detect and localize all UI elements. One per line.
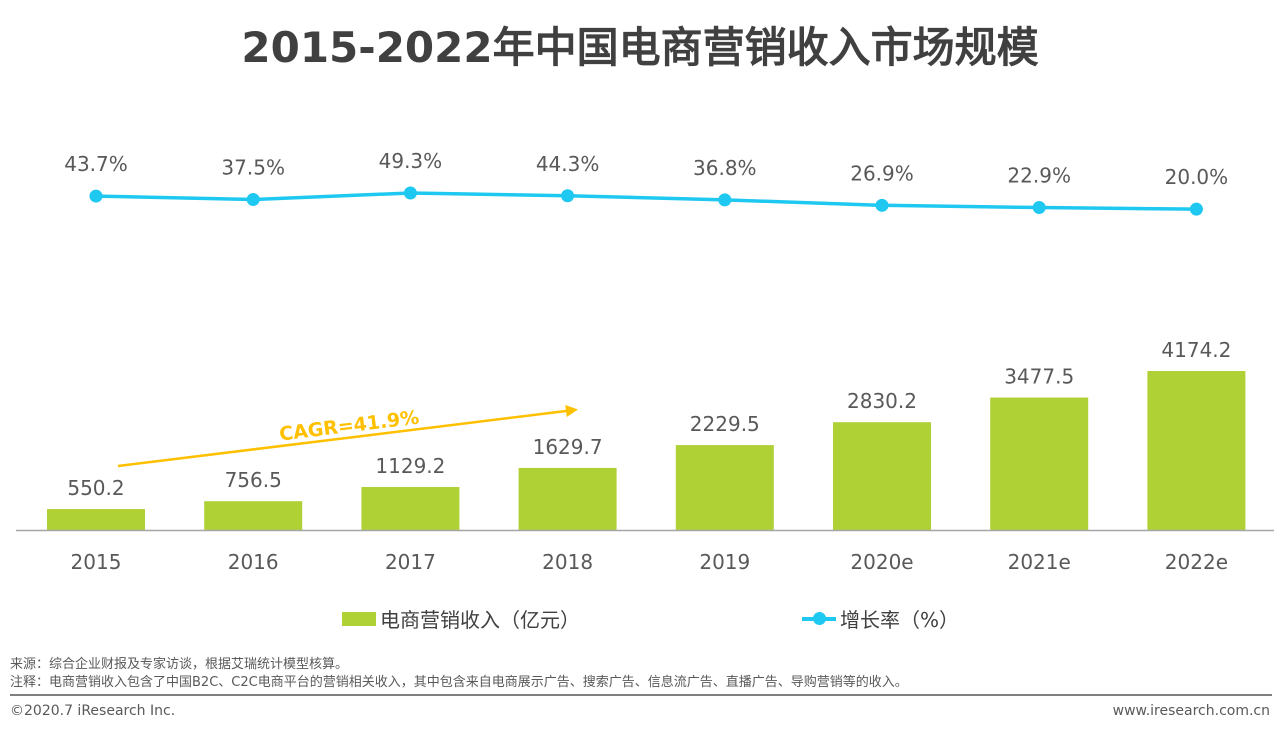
bar bbox=[833, 422, 931, 530]
source-note: 来源：综合企业财报及专家访谈，根据艾瑞统计模型核算。 bbox=[10, 657, 349, 672]
bar bbox=[204, 501, 303, 530]
bar bbox=[675, 445, 774, 530]
bar bbox=[990, 397, 1089, 530]
growth-rate-point bbox=[1189, 202, 1203, 216]
x-tick-label: 2021e bbox=[1008, 550, 1071, 574]
growth-rate-label: 26.9% bbox=[850, 161, 914, 185]
growth-rate-point bbox=[246, 192, 260, 206]
growth-rate-label: 49.3% bbox=[379, 149, 443, 173]
cagr-annotation: CAGR=41.9% bbox=[117, 405, 578, 468]
growth-rate-labels: 43.7% 37.5% 49.3% 44.3% 36.8% 26.9% 22.9% 20.0% bbox=[64, 149, 1228, 189]
growth-rate-point bbox=[561, 189, 575, 203]
legend-growth-label: 增长率（%） bbox=[840, 608, 960, 632]
x-tick-label: 2016 bbox=[228, 550, 279, 574]
legend-bar-swatch bbox=[342, 611, 376, 626]
bar-series bbox=[47, 371, 1246, 530]
growth-rate-series bbox=[89, 186, 1203, 216]
growth-rate-label: 22.9% bbox=[1007, 164, 1071, 188]
x-tick-label: 2018 bbox=[542, 550, 593, 574]
remark-note: 注释：电商营销收入包含了中国B2C、C2C电商平台的营销相关收入，其中包含来自电… bbox=[10, 675, 908, 690]
bar-value-label: 2229.5 bbox=[690, 412, 760, 436]
growth-rate-label: 44.3% bbox=[536, 152, 600, 176]
bar-value-label: 4174.2 bbox=[1161, 338, 1231, 362]
growth-rate-point bbox=[403, 186, 417, 200]
website: www.iresearch.com.cn bbox=[1112, 703, 1270, 719]
x-tick-label: 2020e bbox=[850, 550, 913, 574]
bar bbox=[518, 467, 617, 530]
chart-title: 2015-2022年中国电商营销收入市场规模 bbox=[241, 23, 1039, 72]
bar-value-label: 756.5 bbox=[225, 468, 282, 492]
legend-item-growth: 增长率（%） bbox=[802, 604, 959, 633]
growth-rate-point bbox=[718, 193, 732, 207]
chart: 550.2 756.5 1129.2 1629.7 2229.5 2830.2 3477.5… bbox=[16, 149, 1274, 574]
growth-rate-point bbox=[875, 198, 889, 212]
bar-value-label: 1129.2 bbox=[375, 454, 445, 478]
growth-rate-point bbox=[1032, 201, 1046, 215]
bar-value-label: 3477.5 bbox=[1004, 365, 1074, 389]
bar bbox=[361, 486, 460, 530]
cagr-arrow-head bbox=[565, 405, 578, 417]
x-axis-ticks: 2015 2016 2017 2018 2019 2020e 2021e 2022e bbox=[71, 550, 1228, 574]
legend-item-revenue: 电商营销收入（亿元） bbox=[342, 604, 580, 633]
x-tick-label: 2019 bbox=[699, 550, 750, 574]
growth-rate-label: 43.7% bbox=[64, 152, 128, 176]
bar bbox=[1147, 371, 1246, 530]
x-tick-label: 2022e bbox=[1165, 550, 1228, 574]
legend-line-swatch bbox=[802, 611, 836, 625]
growth-rate-label: 37.5% bbox=[221, 155, 285, 179]
growth-rate-label: 20.0% bbox=[1165, 165, 1229, 189]
bar bbox=[47, 509, 145, 530]
bar-value-label: 2830.2 bbox=[847, 389, 917, 413]
growth-rate-line bbox=[95, 191, 1197, 211]
x-tick-label: 2015 bbox=[71, 550, 122, 574]
bar-value-label: 1629.7 bbox=[533, 435, 603, 459]
growth-rate-point bbox=[89, 189, 103, 203]
footer-divider bbox=[10, 694, 1272, 696]
bar-value-labels: 550.2 756.5 1129.2 1629.7 2229.5 2830.2 3477.5… bbox=[67, 338, 1231, 500]
growth-rate-label: 36.8% bbox=[693, 156, 757, 180]
cagr-label: CAGR=41.9% bbox=[278, 407, 420, 446]
legend-revenue-label: 电商营销收入（亿元） bbox=[380, 608, 580, 632]
bar-value-label: 550.2 bbox=[67, 476, 124, 500]
x-tick-label: 2017 bbox=[385, 550, 436, 574]
cagr-arrow-line bbox=[117, 409, 567, 468]
copyright: ©2020.7 iResearch Inc. bbox=[10, 703, 176, 719]
